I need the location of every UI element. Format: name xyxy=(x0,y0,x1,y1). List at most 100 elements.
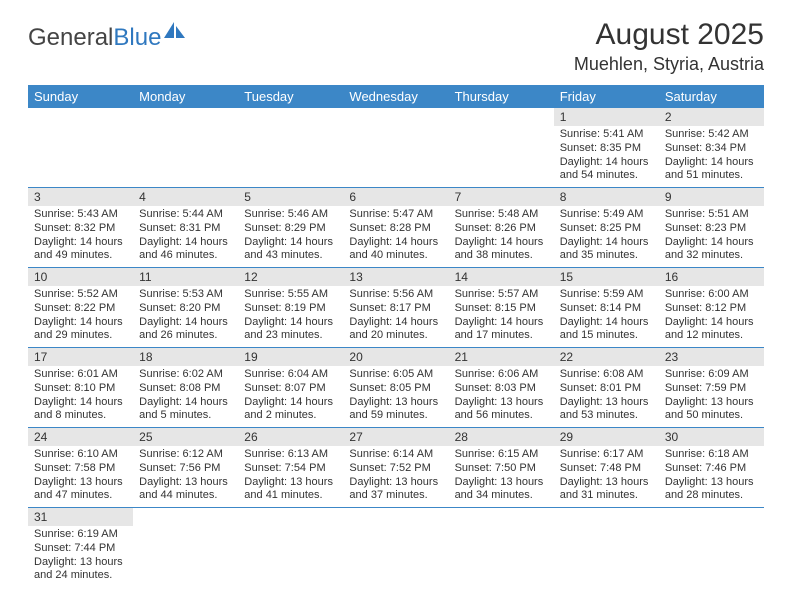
sunset-line: Sunset: 7:52 PM xyxy=(349,462,442,476)
day-number: 15 xyxy=(554,268,659,286)
empty-day xyxy=(238,108,343,126)
day-details: Sunrise: 6:19 AMSunset: 7:44 PMDaylight:… xyxy=(28,526,133,587)
sunset-line: Sunset: 8:22 PM xyxy=(34,302,127,316)
daylight-line: Daylight: 14 hours and 8 minutes. xyxy=(34,396,127,424)
sunrise-line: Sunrise: 6:08 AM xyxy=(560,368,653,382)
calendar-day-cell: 11Sunrise: 5:53 AMSunset: 8:20 PMDayligh… xyxy=(133,268,238,348)
day-number: 29 xyxy=(554,428,659,446)
calendar-day-cell xyxy=(133,508,238,588)
day-number: 7 xyxy=(449,188,554,206)
calendar-day-cell: 6Sunrise: 5:47 AMSunset: 8:28 PMDaylight… xyxy=(343,188,448,268)
calendar-day-cell: 13Sunrise: 5:56 AMSunset: 8:17 PMDayligh… xyxy=(343,268,448,348)
day-details: Sunrise: 6:18 AMSunset: 7:46 PMDaylight:… xyxy=(659,446,764,507)
calendar-day-cell: 17Sunrise: 6:01 AMSunset: 8:10 PMDayligh… xyxy=(28,348,133,428)
sunset-line: Sunset: 8:34 PM xyxy=(665,142,758,156)
logo: GeneralBlue xyxy=(28,24,187,52)
calendar-day-cell xyxy=(343,108,448,188)
empty-day xyxy=(554,508,659,526)
daylight-line: Daylight: 14 hours and 5 minutes. xyxy=(139,396,232,424)
day-details: Sunrise: 5:49 AMSunset: 8:25 PMDaylight:… xyxy=(554,206,659,267)
sunrise-line: Sunrise: 5:57 AM xyxy=(455,288,548,302)
calendar-day-cell: 26Sunrise: 6:13 AMSunset: 7:54 PMDayligh… xyxy=(238,428,343,508)
day-details: Sunrise: 5:42 AMSunset: 8:34 PMDaylight:… xyxy=(659,126,764,187)
sunset-line: Sunset: 7:50 PM xyxy=(455,462,548,476)
calendar-day-cell: 16Sunrise: 6:00 AMSunset: 8:12 PMDayligh… xyxy=(659,268,764,348)
sunset-line: Sunset: 7:56 PM xyxy=(139,462,232,476)
empty-day xyxy=(133,508,238,526)
sunset-line: Sunset: 7:59 PM xyxy=(665,382,758,396)
day-details: Sunrise: 5:52 AMSunset: 8:22 PMDaylight:… xyxy=(28,286,133,347)
day-number: 25 xyxy=(133,428,238,446)
day-details: Sunrise: 5:59 AMSunset: 8:14 PMDaylight:… xyxy=(554,286,659,347)
sunrise-line: Sunrise: 5:56 AM xyxy=(349,288,442,302)
empty-day xyxy=(449,108,554,126)
day-number: 24 xyxy=(28,428,133,446)
daylight-line: Daylight: 13 hours and 24 minutes. xyxy=(34,556,127,584)
day-details: Sunrise: 5:41 AMSunset: 8:35 PMDaylight:… xyxy=(554,126,659,187)
calendar-day-cell: 10Sunrise: 5:52 AMSunset: 8:22 PMDayligh… xyxy=(28,268,133,348)
sunrise-line: Sunrise: 6:09 AM xyxy=(665,368,758,382)
day-details: Sunrise: 5:48 AMSunset: 8:26 PMDaylight:… xyxy=(449,206,554,267)
calendar-day-cell xyxy=(554,508,659,588)
day-number: 28 xyxy=(449,428,554,446)
day-details: Sunrise: 6:17 AMSunset: 7:48 PMDaylight:… xyxy=(554,446,659,507)
logo-sail-icon xyxy=(163,20,187,45)
day-details: Sunrise: 5:43 AMSunset: 8:32 PMDaylight:… xyxy=(28,206,133,267)
sunrise-line: Sunrise: 6:02 AM xyxy=(139,368,232,382)
title-block: August 2025 Muehlen, Styria, Austria xyxy=(574,18,764,75)
calendar-day-cell: 29Sunrise: 6:17 AMSunset: 7:48 PMDayligh… xyxy=(554,428,659,508)
day-number: 11 xyxy=(133,268,238,286)
day-number: 31 xyxy=(28,508,133,526)
daylight-line: Daylight: 13 hours and 50 minutes. xyxy=(665,396,758,424)
sunrise-line: Sunrise: 6:06 AM xyxy=(455,368,548,382)
calendar-week-row: 17Sunrise: 6:01 AMSunset: 8:10 PMDayligh… xyxy=(28,348,764,428)
calendar-day-cell xyxy=(449,108,554,188)
calendar-week-row: 3Sunrise: 5:43 AMSunset: 8:32 PMDaylight… xyxy=(28,188,764,268)
day-number: 10 xyxy=(28,268,133,286)
daylight-line: Daylight: 14 hours and 23 minutes. xyxy=(244,316,337,344)
sunrise-line: Sunrise: 6:19 AM xyxy=(34,528,127,542)
daylight-line: Daylight: 13 hours and 34 minutes. xyxy=(455,476,548,504)
day-details: Sunrise: 6:14 AMSunset: 7:52 PMDaylight:… xyxy=(343,446,448,507)
empty-day xyxy=(659,508,764,526)
daylight-line: Daylight: 14 hours and 40 minutes. xyxy=(349,236,442,264)
day-number: 26 xyxy=(238,428,343,446)
empty-day xyxy=(449,508,554,526)
calendar-day-cell: 15Sunrise: 5:59 AMSunset: 8:14 PMDayligh… xyxy=(554,268,659,348)
daylight-line: Daylight: 14 hours and 2 minutes. xyxy=(244,396,337,424)
day-number: 2 xyxy=(659,108,764,126)
sunset-line: Sunset: 7:48 PM xyxy=(560,462,653,476)
sunrise-line: Sunrise: 6:14 AM xyxy=(349,448,442,462)
day-details: Sunrise: 5:55 AMSunset: 8:19 PMDaylight:… xyxy=(238,286,343,347)
sunrise-line: Sunrise: 5:46 AM xyxy=(244,208,337,222)
weekday-header: Monday xyxy=(133,85,238,108)
logo-text-general: General xyxy=(28,24,113,52)
daylight-line: Daylight: 14 hours and 15 minutes. xyxy=(560,316,653,344)
sunrise-line: Sunrise: 5:55 AM xyxy=(244,288,337,302)
calendar-day-cell: 30Sunrise: 6:18 AMSunset: 7:46 PMDayligh… xyxy=(659,428,764,508)
calendar-week-row: 31Sunrise: 6:19 AMSunset: 7:44 PMDayligh… xyxy=(28,508,764,588)
sunset-line: Sunset: 8:19 PM xyxy=(244,302,337,316)
location: Muehlen, Styria, Austria xyxy=(574,54,764,75)
daylight-line: Daylight: 13 hours and 41 minutes. xyxy=(244,476,337,504)
day-details: Sunrise: 6:02 AMSunset: 8:08 PMDaylight:… xyxy=(133,366,238,427)
calendar-day-cell: 25Sunrise: 6:12 AMSunset: 7:56 PMDayligh… xyxy=(133,428,238,508)
day-details: Sunrise: 6:15 AMSunset: 7:50 PMDaylight:… xyxy=(449,446,554,507)
day-number: 27 xyxy=(343,428,448,446)
day-details: Sunrise: 6:09 AMSunset: 7:59 PMDaylight:… xyxy=(659,366,764,427)
day-details: Sunrise: 5:47 AMSunset: 8:28 PMDaylight:… xyxy=(343,206,448,267)
sunset-line: Sunset: 8:32 PM xyxy=(34,222,127,236)
sunrise-line: Sunrise: 5:51 AM xyxy=(665,208,758,222)
day-number: 13 xyxy=(343,268,448,286)
sunrise-line: Sunrise: 6:12 AM xyxy=(139,448,232,462)
empty-day xyxy=(133,108,238,126)
sunset-line: Sunset: 8:14 PM xyxy=(560,302,653,316)
sunset-line: Sunset: 8:26 PM xyxy=(455,222,548,236)
calendar-day-cell: 12Sunrise: 5:55 AMSunset: 8:19 PMDayligh… xyxy=(238,268,343,348)
calendar-day-cell: 18Sunrise: 6:02 AMSunset: 8:08 PMDayligh… xyxy=(133,348,238,428)
calendar-day-cell: 28Sunrise: 6:15 AMSunset: 7:50 PMDayligh… xyxy=(449,428,554,508)
sunset-line: Sunset: 8:03 PM xyxy=(455,382,548,396)
day-details: Sunrise: 5:53 AMSunset: 8:20 PMDaylight:… xyxy=(133,286,238,347)
daylight-line: Daylight: 14 hours and 35 minutes. xyxy=(560,236,653,264)
sunrise-line: Sunrise: 6:01 AM xyxy=(34,368,127,382)
